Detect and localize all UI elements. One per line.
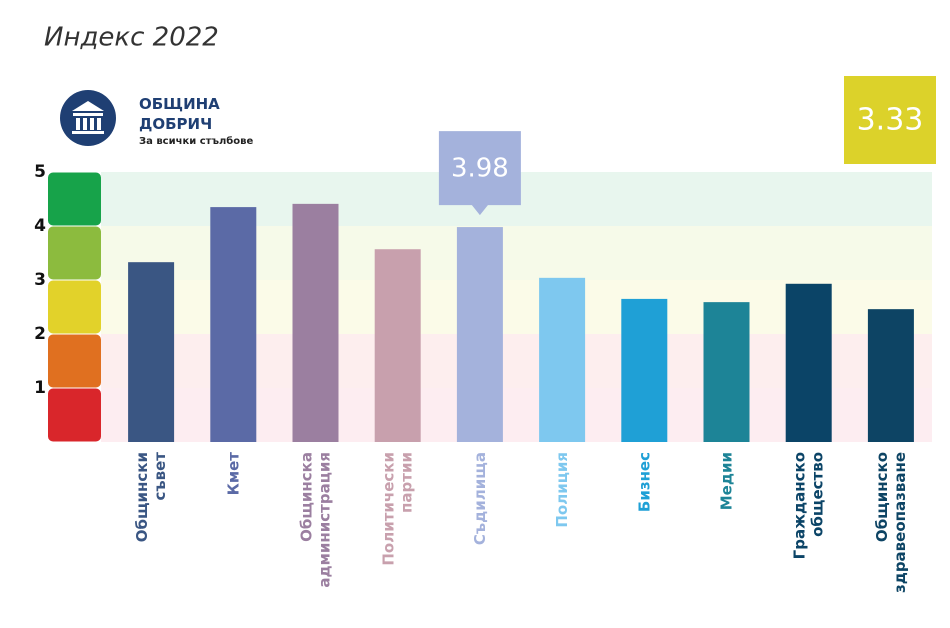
bar — [292, 203, 339, 442]
bar — [456, 227, 503, 442]
value-label: 3.98 — [451, 154, 509, 184]
x-tick-label: Общинскисъвет — [133, 452, 169, 543]
subtitle: За всички стълбове — [139, 135, 253, 147]
band-swatch — [48, 280, 101, 334]
band-swatch — [48, 172, 101, 226]
x-label-group: Гражданскообщество — [790, 452, 826, 559]
x-tick-label: Кмет — [224, 452, 242, 496]
x-label-group: Общинскисъвет — [133, 452, 169, 543]
bar — [539, 277, 586, 442]
band-swatch — [48, 226, 101, 280]
index-box — [844, 76, 936, 164]
y-tick-label: 2 — [34, 324, 46, 344]
bar — [374, 249, 421, 442]
x-tick-label: Полиция — [553, 452, 571, 528]
x-label-group: Политическипартии — [379, 452, 415, 566]
bar — [703, 302, 750, 442]
y-tick-label: 4 — [34, 216, 46, 236]
x-label-group: Полиция — [553, 452, 571, 528]
bar — [785, 283, 832, 442]
x-label-group: Бизнес — [635, 452, 653, 512]
x-tick-label: Гражданскообщество — [790, 452, 826, 559]
x-label-group: Кмет — [224, 452, 242, 496]
x-label-group: Медии — [717, 452, 735, 510]
x-label-group: Съдилища — [470, 452, 488, 545]
tooltip — [438, 131, 521, 216]
x-tick-label: Медии — [717, 452, 735, 510]
x-tick-label: Бизнес — [635, 452, 653, 512]
org-name: ОБЩИНА ДОБРИЧ — [139, 95, 220, 133]
x-tick-label: Политическипартии — [379, 452, 415, 566]
chart-title: Индекс 2022 — [44, 23, 219, 53]
x-label-group: Общинскоздравеопазване — [872, 452, 908, 593]
bar — [867, 309, 914, 442]
x-tick-label: Общинскаадминистрация — [297, 452, 333, 588]
band-swatch — [48, 388, 101, 442]
bar — [621, 298, 668, 442]
y-tick-label: 5 — [34, 162, 46, 182]
band-swatch — [48, 334, 101, 388]
x-tick-label: Общинскоздравеопазване — [872, 452, 908, 593]
bar — [128, 262, 175, 442]
x-tick-label: Съдилища — [470, 452, 488, 545]
bar — [210, 207, 257, 442]
index-value: 3.33 — [857, 103, 924, 138]
x-label-group: Общинскаадминистрация — [297, 452, 333, 588]
y-tick-label: 1 — [34, 378, 46, 398]
y-tick-label: 3 — [34, 270, 46, 290]
logo — [60, 90, 116, 146]
